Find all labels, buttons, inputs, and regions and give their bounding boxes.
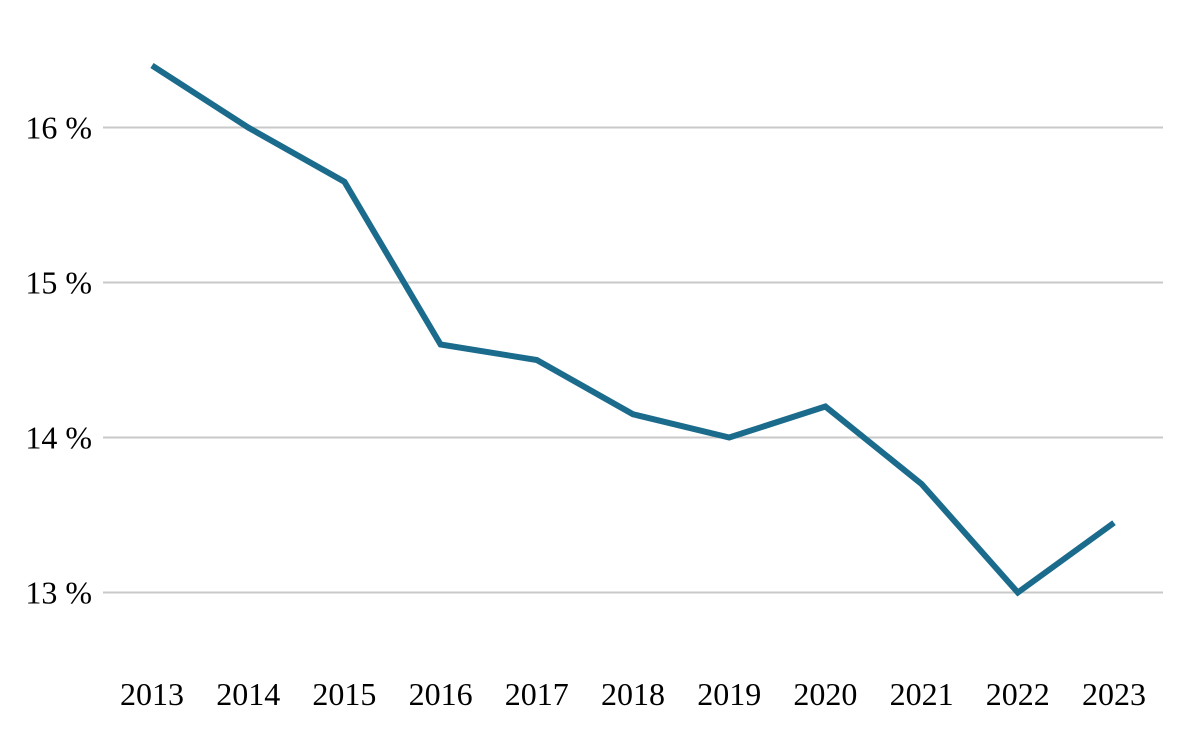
x-axis-tick-label: 2022 [986, 676, 1050, 712]
x-axis-tick-label: 2015 [312, 676, 376, 712]
x-axis-tick-label: 2023 [1082, 676, 1146, 712]
y-axis-tick-label: 13 % [25, 574, 92, 610]
x-axis-tick-label: 2013 [120, 676, 184, 712]
y-axis-tick-label: 16 % [25, 109, 92, 145]
x-axis-tick-label: 2020 [793, 676, 857, 712]
x-axis-tick-label: 2019 [697, 676, 761, 712]
x-axis-tick-label: 2017 [505, 676, 569, 712]
x-axis-tick-label: 2018 [601, 676, 665, 712]
x-axis-tick-label: 2014 [216, 676, 280, 712]
x-axis-tick-label: 2021 [890, 676, 954, 712]
y-axis-tick-label: 15 % [25, 264, 92, 300]
y-axis-tick-label: 14 % [25, 419, 92, 455]
data-line-percentage-share [150, 62, 1116, 597]
x-axis-tick-label: 2016 [409, 676, 473, 712]
